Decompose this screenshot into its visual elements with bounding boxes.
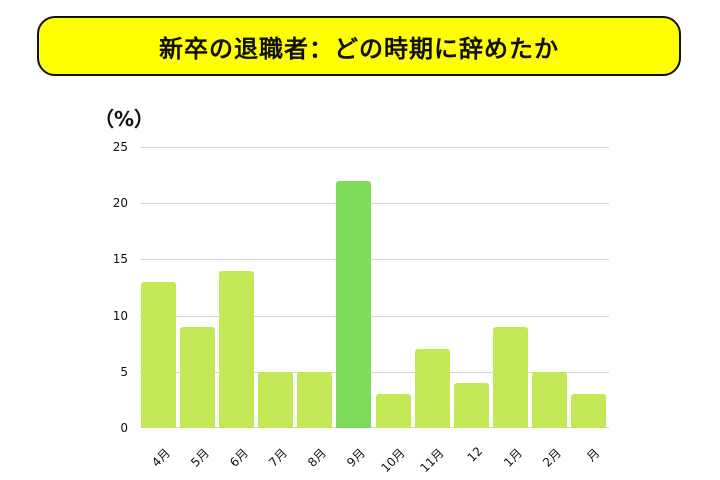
y-tick-label: 25 [112,140,128,154]
title-banner: 新卒の退職者：どの時期に辞めたか [37,16,681,76]
x-tick-label: 7月 [266,445,291,470]
y-tick-label: 10 [112,308,128,323]
x-tick-label: 12 [464,444,486,465]
x-tick-label: 1月 [500,445,525,470]
bar-7 [414,349,450,428]
bar-5 [336,180,372,428]
y-tick-label: 0 [120,421,128,435]
x-tick-label: 4月 [149,445,173,470]
bar-11 [570,394,606,428]
plot-area: 0 5 10 15 20 25 [113,140,609,435]
gridline [140,371,609,373]
y-axis-unit-label: （%） [94,107,155,131]
y-tick-label: 15 [112,252,128,267]
bar-3 [258,371,294,428]
bar-10 [531,371,567,428]
bar-4 [297,371,333,428]
x-tick-label: 11月 [417,445,447,476]
bar-1 [180,326,216,428]
y-tick-label: 5 [120,364,128,379]
x-tick-label: 6月 [227,445,252,470]
bar-2 [219,270,255,428]
x-tick-label: 9月 [344,445,369,470]
x-axis-baseline [140,427,609,428]
gridline [140,315,609,317]
x-tick-label: 5月 [188,445,212,470]
x-tick-label: 月 [584,445,603,465]
bar-9 [492,326,528,428]
bar-6 [375,394,411,428]
y-tick-label: 20 [112,196,128,211]
gridline [140,203,609,205]
gridline [140,259,609,261]
x-tick-label: 10月 [378,445,408,476]
chart-title: 新卒の退職者：どの時期に辞めたか [159,34,559,63]
gridline [140,147,609,148]
x-tick-label: 2月 [539,445,564,470]
bar-8 [453,383,489,428]
bar-0 [141,281,177,428]
x-tick-label: 8月 [305,445,330,470]
